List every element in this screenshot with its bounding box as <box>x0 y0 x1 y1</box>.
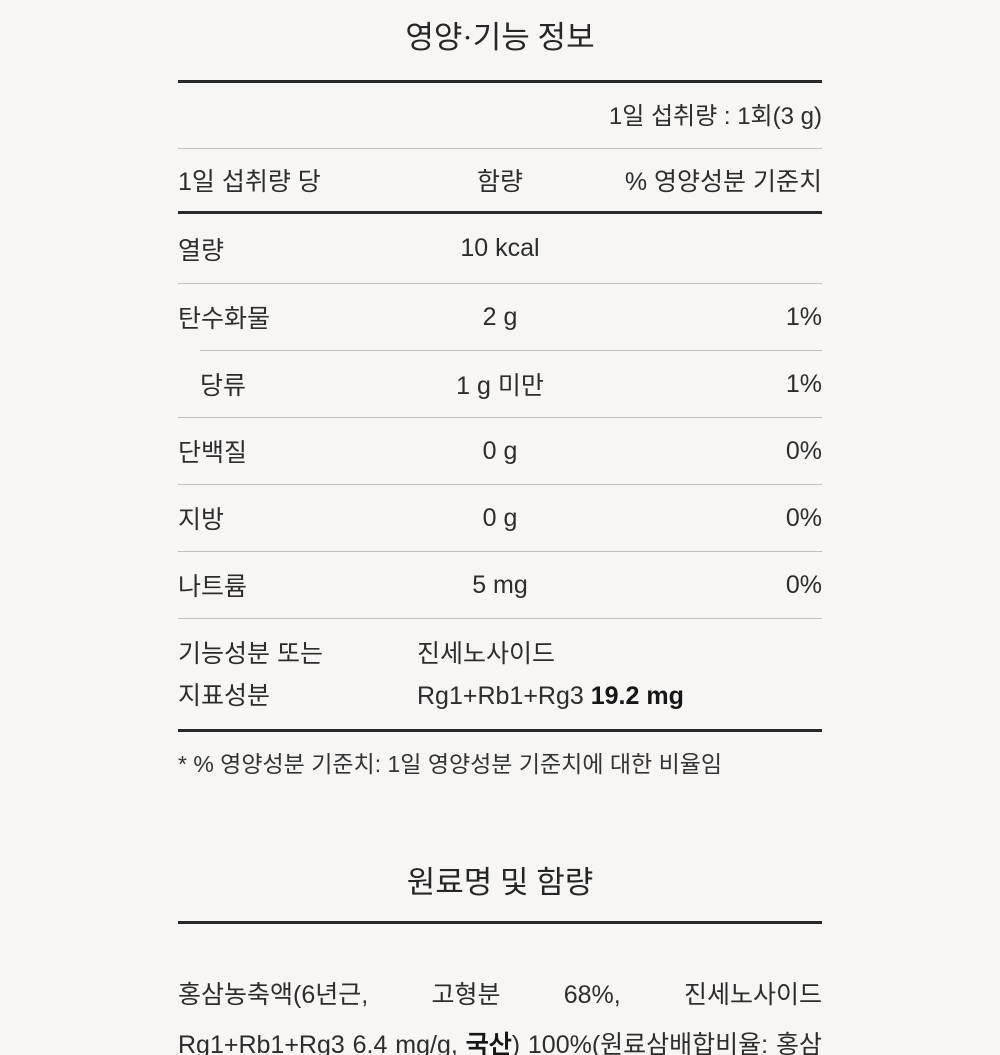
row-percent: 0% <box>785 436 822 465</box>
divider <box>178 618 822 619</box>
functional-label-line1: 기능성분 또는 <box>178 640 323 668</box>
divider-indented <box>200 350 822 351</box>
functional-value-line2: Rg1+Rb1+Rg3 19.2 mg <box>417 675 684 717</box>
row-amount: 2 g <box>482 302 518 331</box>
functional-row-label: 기능성분 또는 지표성분 <box>178 633 378 717</box>
row-label: 열량 <box>178 236 225 265</box>
functional-label-line2: 지표성분 <box>178 682 271 710</box>
ingredients-text-part1: 홍삼농축액(6년근, 고형분 68%, 진세노사이드 Rg1+Rb1+Rg3 6… <box>178 981 822 1055</box>
row-percent: 0% <box>785 570 822 599</box>
row-label: 지방 <box>178 506 225 534</box>
divider <box>178 551 822 552</box>
divider-thick-ingredients <box>178 921 822 924</box>
ingredients-text: 홍삼농축액(6년근, 고형분 68%, 진세노사이드 Rg1+Rb1+Rg3 6… <box>178 949 822 1055</box>
functional-value-line1: 진세노사이드 <box>417 640 556 668</box>
row-amount: 10 kcal <box>460 234 540 262</box>
nutrition-section-title: 영양·기능 정보 <box>405 20 595 55</box>
divider-thick-below-header <box>178 211 822 214</box>
serving-info: 1일 섭취량 : 1회(3 g) <box>608 103 822 130</box>
row-label: 단백질 <box>178 439 248 467</box>
row-label: 탄수화물 <box>178 305 271 333</box>
table-row-calories: 열량 10 kcal <box>178 214 822 283</box>
row-label: 나트륨 <box>178 573 248 601</box>
ginsenoside-amount: 19.2 mg <box>590 682 684 710</box>
header-amount: 함량 <box>476 168 523 196</box>
ingredients-text-part2: ) 100%(원료삼배합비율: 홍삼근(천삼) 100%) <box>511 1031 822 1055</box>
functional-row-value: 진세노사이드 Rg1+Rb1+Rg3 19.2 mg <box>378 633 684 717</box>
divider <box>178 484 822 485</box>
divider-thick-top <box>178 80 822 83</box>
table-header-row: 1일 섭취량 당 함량 % 영양성분 기준치 <box>178 149 822 211</box>
footnote: * % 영양성분 기준치: 1일 영양성분 기준치에 대한 비율임 <box>178 751 723 777</box>
row-amount: 0 g <box>482 503 518 532</box>
table-row-carbohydrate: 탄수화물 2 g 1% <box>178 284 822 350</box>
row-percent: 0% <box>785 503 822 532</box>
row-percent: 1% <box>785 302 822 331</box>
row-percent: 1% <box>785 369 822 398</box>
table-row-protein: 단백질 0 g 0% <box>178 418 822 484</box>
row-amount: 5 mg <box>472 570 528 599</box>
table-row-fat: 지방 0 g 0% <box>178 485 822 551</box>
row-amount: 1 g 미만 <box>456 372 544 400</box>
divider <box>178 283 822 284</box>
row-amount: 0 g <box>482 436 518 465</box>
row-label: 당류 <box>200 372 247 400</box>
ingredients-origin: 국산 <box>465 1031 512 1055</box>
ingredients-section-title: 원료명 및 함량 <box>406 865 594 900</box>
table-row-functional-ingredient: 기능성분 또는 지표성분 진세노사이드 Rg1+Rb1+Rg3 19.2 mg <box>178 619 822 729</box>
divider-thin-above-header <box>178 148 822 149</box>
header-per-serving: 1일 섭취량 당 <box>178 168 321 196</box>
table-row-sugars: 당류 1 g 미만 1% <box>178 351 822 417</box>
ginsenoside-formula: Rg1+Rb1+Rg3 <box>417 682 591 710</box>
header-percent-dv: % 영양성분 기준치 <box>624 168 822 196</box>
table-row-sodium: 나트륨 5 mg 0% <box>178 552 822 618</box>
divider <box>178 417 822 418</box>
divider-thick-bottom <box>178 729 822 732</box>
